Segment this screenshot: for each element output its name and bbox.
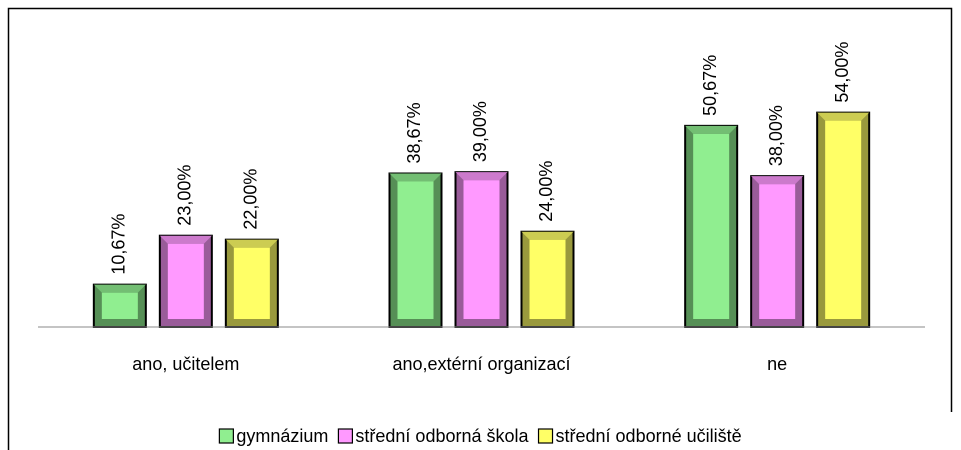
bar-bevel (817, 112, 870, 121)
bar-face (693, 133, 730, 319)
bar-bevel (685, 125, 738, 134)
legend-swatch (218, 428, 234, 444)
bar-bevel (159, 235, 212, 244)
bar-bevel (521, 231, 574, 240)
value-label: 38,67% (404, 102, 424, 163)
value-label: 22,00% (241, 169, 261, 230)
bar-face (825, 120, 862, 320)
legend-label: střední odborné učiliště (556, 426, 742, 446)
bar-face (397, 181, 434, 319)
value-label: 54,00% (832, 42, 852, 103)
value-label: 38,00% (766, 105, 786, 166)
chart-frame (7, 7, 953, 450)
legend-label: gymnázium (236, 426, 328, 446)
bar-bevel (389, 173, 442, 182)
value-label: 23,00% (175, 165, 195, 226)
bar-face (101, 292, 138, 319)
value-label: 24,00% (536, 161, 556, 222)
bar-face (233, 247, 270, 319)
x-tick-label: ano, učitelem (132, 354, 239, 374)
x-tick-label: ano,extérní organizací (392, 354, 570, 374)
bar-bevel (751, 176, 804, 185)
bar-bevel (455, 172, 508, 181)
value-label: 50,67% (700, 55, 720, 116)
legend-swatch (337, 428, 354, 444)
bar-face (759, 184, 796, 319)
value-label: 39,00% (470, 101, 490, 162)
bar-face (167, 243, 204, 319)
legend-label: střední odborná škola (355, 426, 529, 446)
bar-bevel (93, 284, 146, 293)
bar-face (463, 180, 500, 319)
value-label: 10,67% (109, 214, 129, 275)
bar-face (529, 239, 566, 319)
x-tick-label: ne (767, 354, 787, 374)
legend-swatch (537, 428, 554, 444)
bar-bevel (225, 239, 278, 248)
